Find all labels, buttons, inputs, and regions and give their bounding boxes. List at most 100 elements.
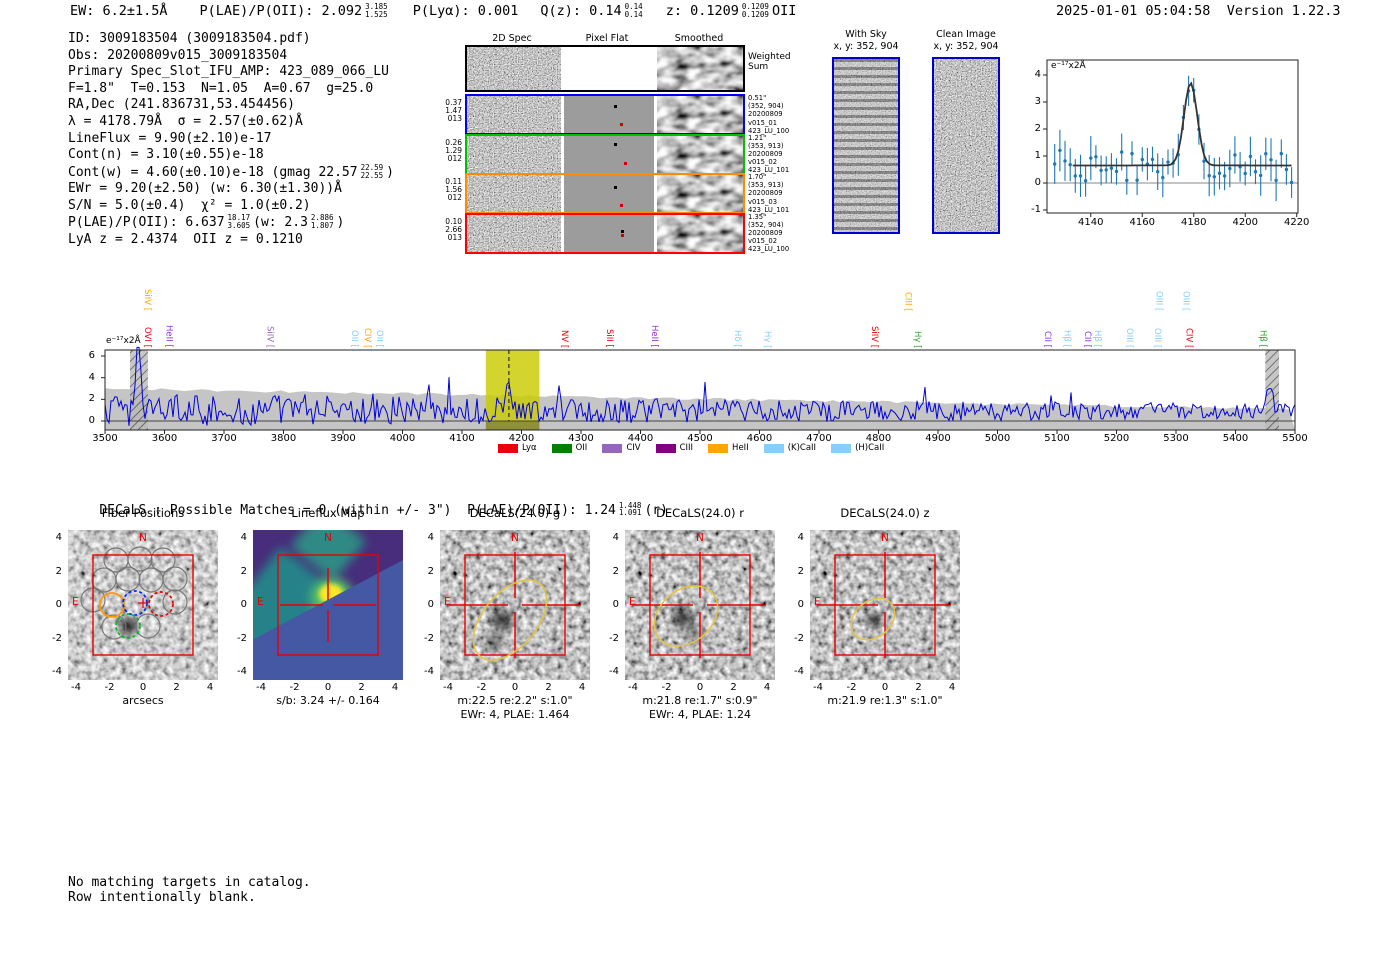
mainspec-x-tick-label: 5100 [1044,433,1070,444]
data-point [1243,171,1247,176]
mainspec-x-tick-label: 4600 [746,433,773,444]
fiber-info-value: 423_LU_100 [748,126,790,135]
fitplot-y-tick-label: 4 [1034,69,1041,80]
cutout-image-decals [440,530,590,680]
fiber-weight-value: 2.66 [445,224,462,234]
extraction-box [464,554,566,656]
selected-fiber-circle [115,613,141,639]
fiber-info-value: v015_02 [748,237,778,246]
cutout-caption-2: EWr: 4, PLAE: 1.24 [648,708,752,721]
emission-line-label-heii: HeII [ [163,325,174,348]
mainspec-x-tick-label: 4900 [925,433,951,444]
withsky-image [832,57,900,234]
emission-line-label-siii: SiII [ [604,329,615,348]
data-point [1212,175,1216,179]
mainspec-x-tick-label: 4700 [806,433,832,444]
fiber-weight-value: 012 [447,153,462,163]
fiber-info-value: 1.70" [748,173,767,181]
fitplot-y-tick-label: -1 [1031,204,1041,215]
data-point [1053,162,1057,166]
cutout-y-tick-label: 0 [240,599,247,610]
mainspec-flux-units-label: e⁻¹⁷x2Å [106,336,141,346]
cutout-x-tick-label: 4 [763,682,771,693]
fiber-info-value: v015_03 [748,197,778,206]
fitplot-y-tick-label: 2 [1034,123,1041,134]
data-point [1202,159,1206,163]
cutout-overlay [634,552,766,658]
mainspec-x-tick-label: 4100 [449,433,475,444]
cutout-title: DECaLS(24.0) r [656,506,744,520]
mainspec-x-tick-label: 5200 [1103,433,1130,444]
legend-label: OII [575,443,588,453]
pixelflat-dot [619,122,623,126]
cutout-x-tick-label: 2 [173,682,180,693]
emission-line-label-hβ: Hβ [ [1092,330,1103,348]
fiber-info-value: (353, 913) [748,181,784,190]
dark-source-blob [666,601,700,635]
spec2d-header-2dspec: 2D Spec [492,33,532,44]
cutout-caption-2: EWr: 4, PLAE: 1.464 [460,708,570,721]
fiber-weight-value: 0.37 [445,98,462,107]
detection-highlight-band [485,350,540,421]
cutout-image-lineflux-map [253,530,403,680]
legend-swatch [551,443,572,453]
fiber-circle [150,547,176,573]
z-range: 0.1209 0.1209 [741,2,769,19]
noise-image [834,59,898,232]
mainspec-x-tick-label: 4300 [568,433,594,444]
data-point [1222,174,1227,178]
fiber-circle [138,567,164,593]
cutout-x-tick-label: -4 [71,682,81,693]
cutout-x-axis-label: arcsecs [122,694,164,707]
cutout-caption-1: s/b: 3.24 +/- 0.164 [276,694,380,707]
emission-line-label-ciii: CIII [ [902,291,913,311]
legend-item: HeII [708,443,749,453]
fiber-row-right-labels: 0.51" (352, 904) 20200809 v015_01 423_LU_100 [748,94,818,135]
summary-plae-poii: P(LAE)/P(OII): 6.637 18.17 3.605 (w: 2.3 2.8… [68,213,345,231]
footer-note-1: No matching targets in catalog. [68,875,311,890]
fiber-info-value: 20200809 [748,149,783,158]
data-point [1078,174,1083,178]
plae-poii-range: 3.185 1.525 [365,2,388,19]
cutout-y-tick-label: 0 [427,599,434,610]
fiber-circle [135,613,161,639]
data-point [1073,174,1077,178]
fiber-weight-value: 0.11 [445,177,462,186]
emission-line-label-hδ: Hδ [ [732,330,743,348]
cutout-y-tick-label: -4 [52,666,62,677]
noise-image [467,96,561,133]
data-point [1207,174,1211,178]
east-label: E [444,596,451,608]
cutout-image-decals [810,530,960,680]
spec2d-fiber-row [465,173,745,214]
north-label: N [324,532,332,544]
legend-swatch [602,443,623,453]
mainspec-y-tick-label: 2 [88,393,95,405]
cutout-image-fiber-positions [68,530,218,680]
pixelflat-image [564,175,654,212]
fiber-row-right-labels: 1.70" (353, 913) 20200809 v015_03 423_LU_101 [748,173,818,214]
fiber-weight-value: 0.10 [445,216,462,226]
cutout-x-tick-label: 0 [139,682,147,693]
spec2d-image [467,214,561,252]
mainspec-x-tick-label: 3500 [92,433,118,444]
data-point [1269,158,1273,162]
pixelflat-dot [624,162,628,166]
data-point [1284,167,1289,172]
cleanimage-image [932,57,1000,234]
cutout-x-tick-label: 4 [391,682,399,693]
plae-poii-value: P(LAE)/P(OII): 2.092 [199,3,363,19]
emission-line-label-hγ: Hγ [ [761,330,772,348]
cleanimage-coords: x, y: 352, 904 [933,41,999,52]
detection-summary-block: ID: 3009183504 (3009183504.pdf) Obs: 202… [68,31,394,248]
selected-fiber-circle [148,591,174,617]
noise-image [467,175,561,212]
fiber-info-value: (353, 913) [748,141,784,150]
fitplot-y-tick-label: 0 [1034,177,1041,188]
cutout-image-decals [625,530,775,680]
cutout-x-tick-label: 2 [545,682,552,693]
legend-item: CIV [602,443,641,453]
data-point [1233,153,1237,157]
cleanimage-title: Clean Image [936,29,996,40]
data-point [1289,180,1294,185]
